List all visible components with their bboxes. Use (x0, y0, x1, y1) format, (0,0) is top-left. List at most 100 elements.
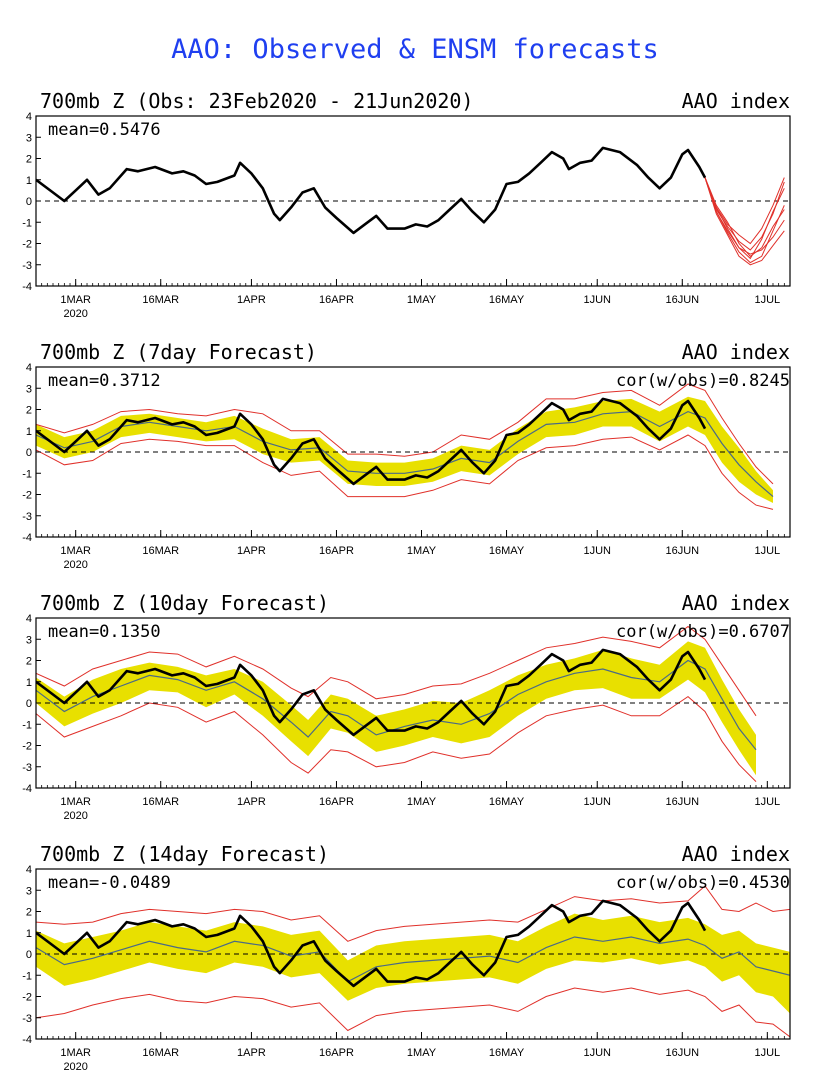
y-tick-label: 2 (26, 656, 32, 668)
x-tick-label: 1JUL (754, 294, 780, 306)
y-tick-label: 1 (26, 928, 32, 940)
x-tick-label: 1MAY (407, 545, 437, 557)
x-tick-label: 1APR (237, 294, 266, 306)
x-tick-label: 16MAY (489, 1047, 525, 1059)
ensemble-mean-line (36, 659, 757, 751)
x-tick-label: 16MAY (489, 796, 525, 808)
x-tick-label: 1JUL (754, 545, 780, 557)
y-tick-label: 3 (26, 383, 32, 395)
observed-line (36, 397, 707, 486)
x-tick-label: 1JUL (754, 1047, 780, 1059)
forecast-member-line-4 (704, 177, 785, 257)
ensemble-spread-band (36, 913, 790, 1014)
x-tick-label: 1MAR (60, 1047, 91, 1059)
chart-panel-3: 700mb Z (10day Forecast) AAO index 4 3 2 1 0 -1… (22, 591, 791, 822)
x-tick-label: 1MAY (407, 796, 437, 808)
ensemble-mean-line (36, 410, 774, 498)
mean-label: mean=0.3712 (48, 371, 161, 391)
y-tick-label: 0 (26, 196, 32, 208)
y-tick-label: -1 (22, 217, 32, 229)
x-tick-label: 16MAR (142, 796, 179, 808)
y-tick-label: 4 (26, 613, 32, 625)
observed-line (36, 899, 707, 988)
x-tick-label: 1MAY (407, 294, 437, 306)
panel-header: 700mb Z (7day Forecast) (40, 340, 317, 364)
panel-index-label: AAO index (682, 842, 790, 866)
ensemble-lower-envelope (36, 434, 774, 510)
y-tick-label: 1 (26, 426, 32, 438)
x-tick-label: 1JUN (583, 294, 611, 306)
y-tick-label: -3 (22, 1013, 32, 1025)
plot-area (36, 146, 790, 266)
y-tick-label: -1 (22, 468, 32, 480)
observed-line (36, 146, 707, 235)
correlation-label: cor(w/obs)=0.4530 (616, 873, 790, 893)
y-tick-label: -1 (22, 970, 32, 982)
plot-area (36, 383, 790, 510)
x-tick-label: 1MAY (407, 1047, 437, 1059)
page-title: AAO: Observed & ENSM forecasts (171, 34, 659, 65)
y-tick-label: 4 (26, 864, 32, 876)
plot-area (36, 625, 790, 782)
panel-index-label: AAO index (682, 89, 790, 113)
y-tick-label: 2 (26, 405, 32, 417)
x-tick-label: 1APR (237, 545, 266, 557)
ensemble-spread-band (36, 396, 773, 503)
ensemble-upper-envelope (36, 625, 757, 717)
x-tick-label: 16APR (319, 294, 354, 306)
year-label: 2020 (63, 1061, 87, 1073)
ensemble-lower-envelope (36, 987, 790, 1038)
y-tick-label: -4 (22, 281, 32, 293)
x-tick-label: 1JUN (583, 1047, 611, 1059)
y-tick-label: 2 (26, 154, 32, 166)
correlation-label: cor(w/obs)=0.8245 (616, 371, 790, 391)
forecast-member-line-7 (704, 177, 785, 255)
year-label: 2020 (63, 308, 87, 320)
panel-header: 700mb Z (Obs: 23Feb2020 - 21Jun2020) (40, 89, 473, 113)
mean-label: mean=0.1350 (48, 622, 161, 642)
mean-label: mean=-0.0489 (48, 873, 171, 893)
ensemble-lower-envelope (36, 695, 757, 782)
x-tick-label: 16MAY (489, 294, 525, 306)
x-tick-label: 1MAR (60, 796, 91, 808)
ensemble-upper-envelope (36, 885, 790, 942)
x-tick-label: 1JUN (583, 545, 611, 557)
y-tick-label: -1 (22, 719, 32, 731)
panel-index-label: AAO index (682, 340, 790, 364)
x-tick-label: 1APR (237, 1047, 266, 1059)
x-tick-label: 16JUN (665, 294, 699, 306)
y-tick-label: -2 (22, 490, 32, 502)
chart-panel-4: 700mb Z (14day Forecast) AAO index 4 3 2 1 0 -1… (22, 842, 791, 1073)
forecast-member-line-6 (704, 177, 785, 245)
y-tick-label: -2 (22, 741, 32, 753)
ensemble-spread-band (36, 641, 756, 776)
chart-panel-1: 700mb Z (Obs: 23Feb2020 - 21Jun2020) AAO … (22, 89, 791, 320)
plot-area (36, 885, 790, 1038)
panel-index-label: AAO index (682, 591, 790, 615)
y-tick-label: 0 (26, 698, 32, 710)
observed-line (36, 648, 707, 737)
y-tick-label: -2 (22, 992, 32, 1004)
x-tick-label: 1JUL (754, 796, 780, 808)
forecast-member-line-5 (704, 177, 785, 266)
mean-label: mean=0.5476 (48, 120, 161, 140)
y-tick-label: -4 (22, 1034, 32, 1046)
x-tick-label: 16APR (319, 545, 354, 557)
y-tick-label: -4 (22, 532, 32, 544)
x-tick-label: 16MAR (142, 545, 179, 557)
y-tick-label: 3 (26, 885, 32, 897)
y-tick-label: 4 (26, 111, 32, 123)
year-label: 2020 (63, 559, 87, 571)
y-tick-label: -3 (22, 762, 32, 774)
y-tick-label: 4 (26, 362, 32, 374)
x-tick-label: 16JUN (665, 545, 699, 557)
x-tick-label: 1MAR (60, 545, 91, 557)
correlation-label: cor(w/obs)=0.6707 (616, 622, 790, 642)
y-tick-label: 3 (26, 132, 32, 144)
x-tick-label: 16APR (319, 796, 354, 808)
y-tick-label: 0 (26, 949, 32, 961)
x-tick-label: 16MAR (142, 1047, 179, 1059)
panel-header: 700mb Z (14day Forecast) (40, 842, 329, 866)
y-tick-label: 1 (26, 677, 32, 689)
